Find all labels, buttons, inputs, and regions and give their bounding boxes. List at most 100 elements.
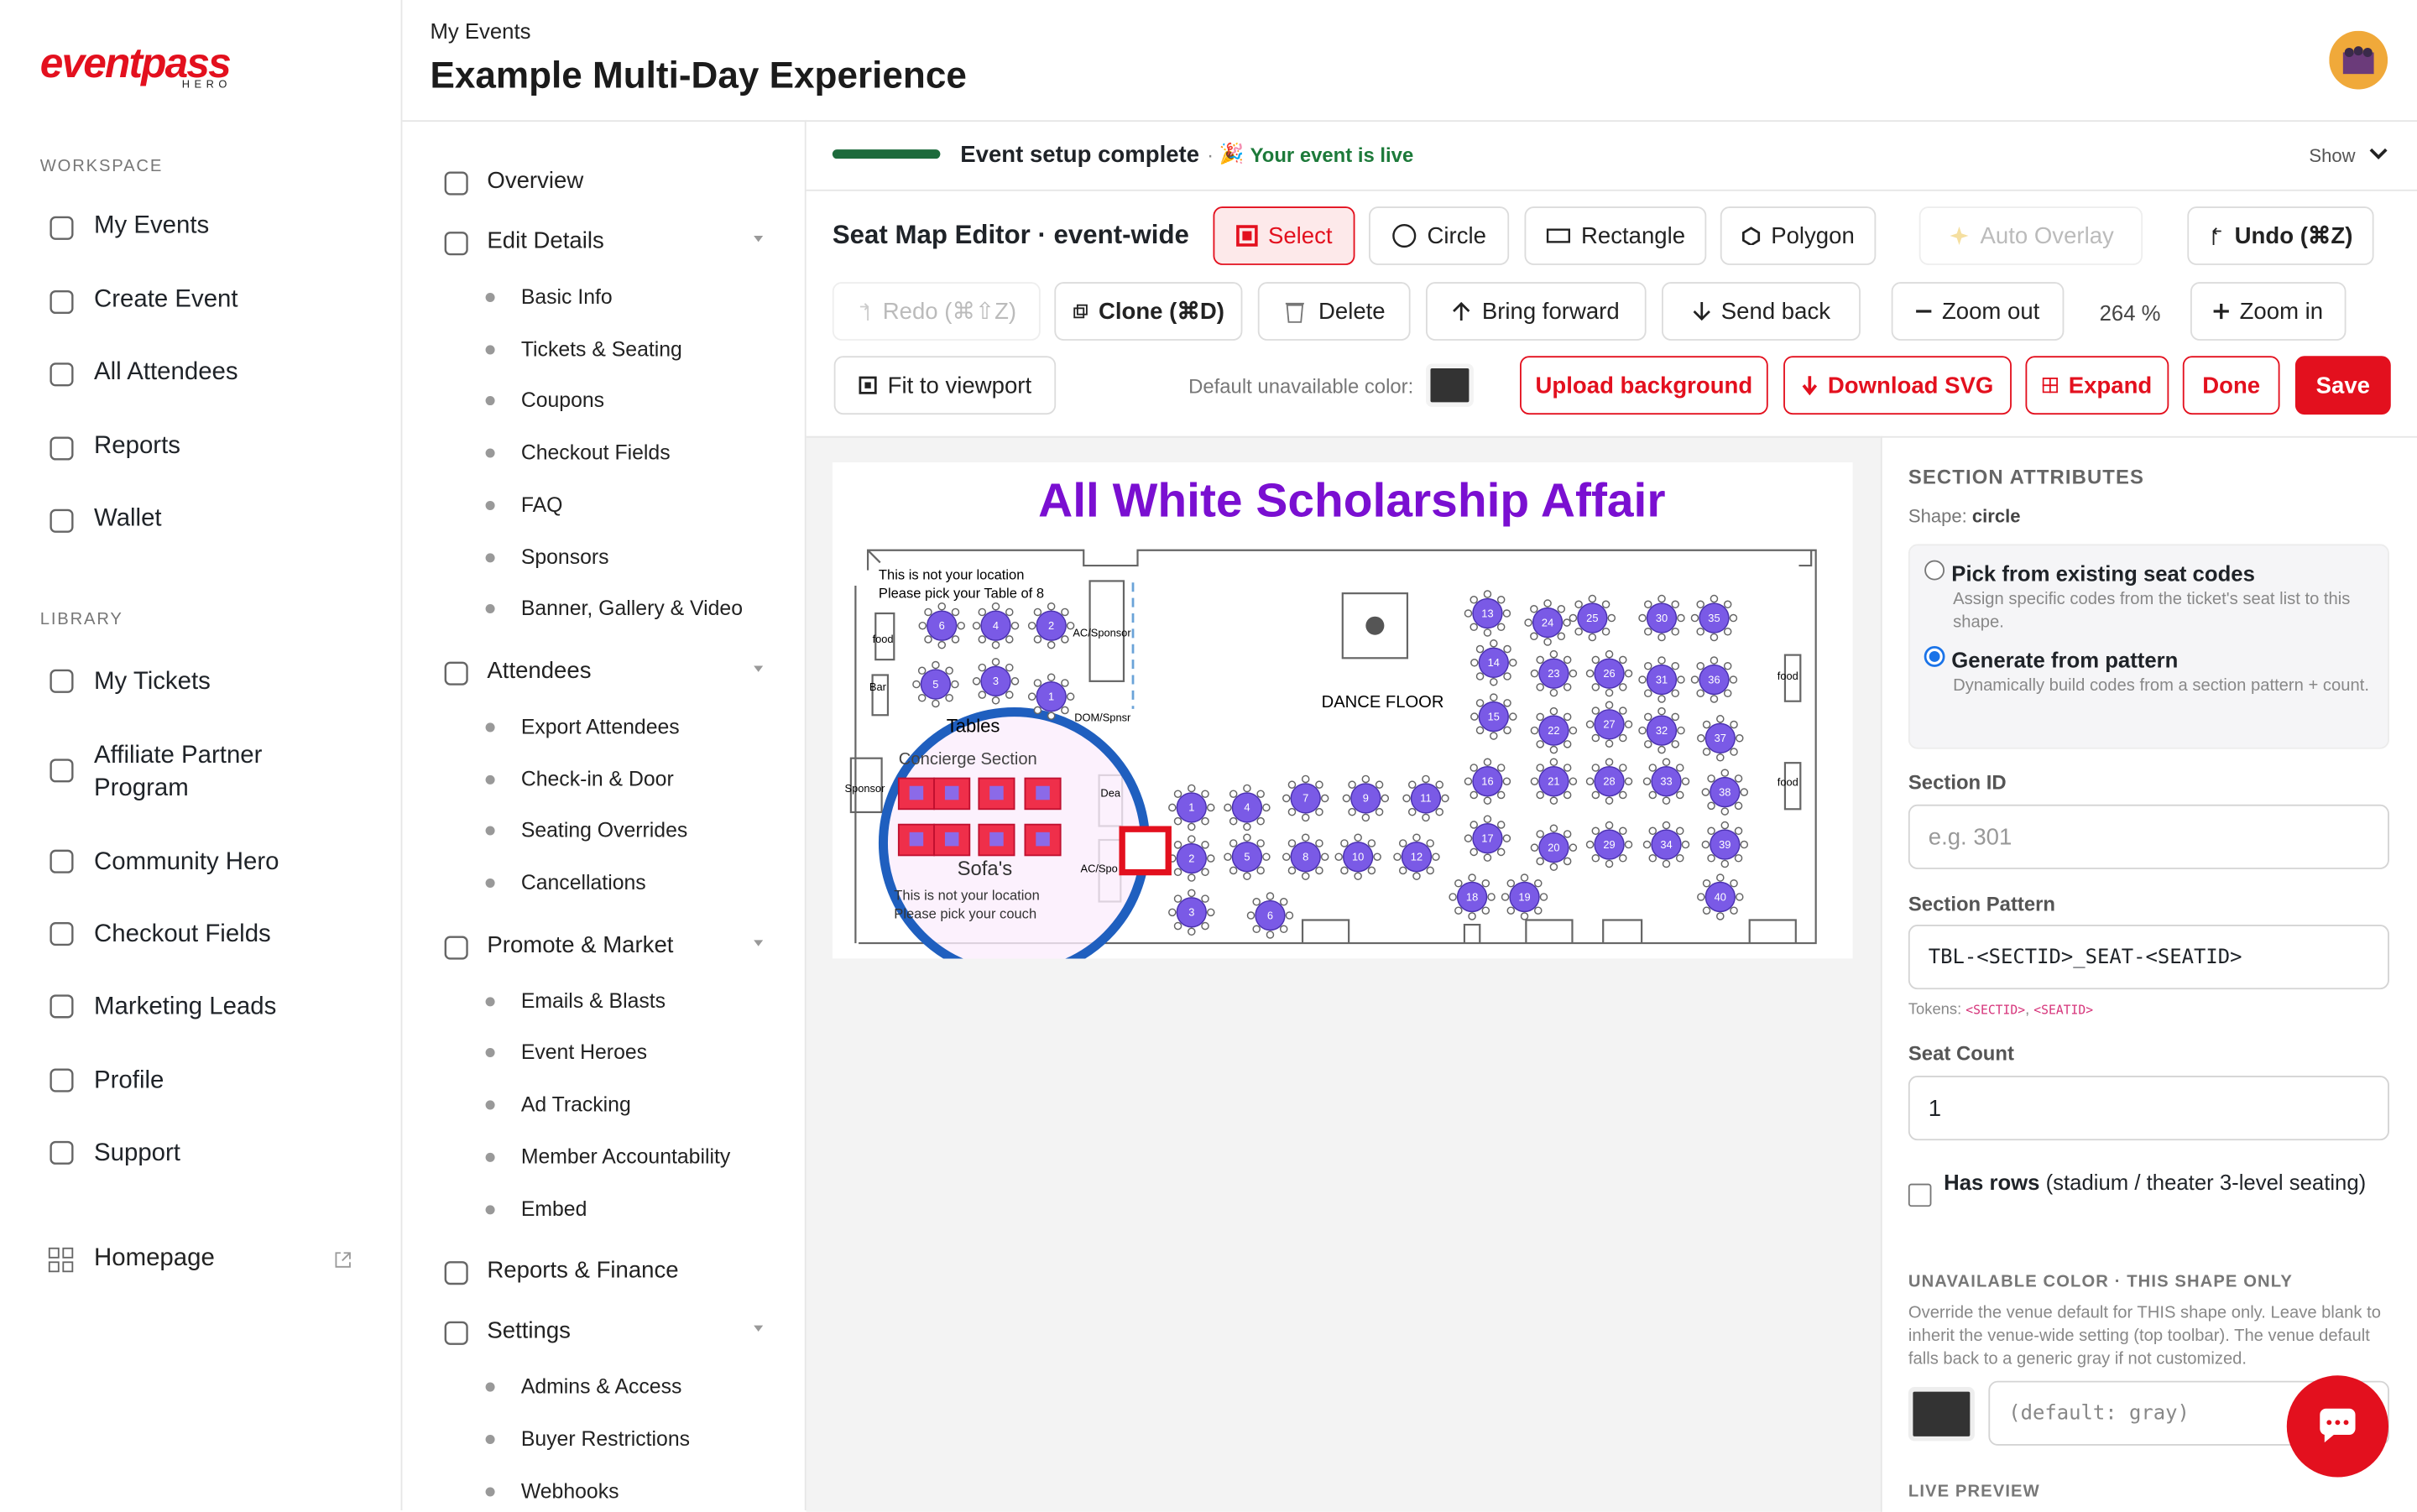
done-button[interactable]: Done xyxy=(2182,356,2280,415)
table[interactable]: 4 xyxy=(1224,784,1271,832)
zoom-out-button[interactable]: Zoom out xyxy=(1891,282,2065,341)
subnav-item[interactable]: Checkout Fields xyxy=(520,441,671,465)
subnav-item[interactable]: Tickets & Seating xyxy=(520,336,682,361)
subnav-heading[interactable]: Settings xyxy=(487,1317,571,1344)
table[interactable]: 6 xyxy=(918,602,965,649)
upload-button[interactable]: Upload background xyxy=(1520,356,1768,415)
subnav-item[interactable]: Cancellations xyxy=(520,870,646,894)
subnav-item[interactable]: Banner, Gallery & Video xyxy=(520,597,744,620)
table[interactable]: 39 xyxy=(1701,821,1749,868)
table[interactable]: 5 xyxy=(912,660,959,708)
redo-button[interactable]: Redo (⌘⇧Z) xyxy=(832,282,1041,341)
color-swatch[interactable] xyxy=(1908,1387,1975,1442)
seat-count-input[interactable]: 1 xyxy=(1908,1076,2389,1141)
subnav-item[interactable]: Ad Tracking xyxy=(520,1092,631,1116)
subnav-item[interactable]: Seating Overrides xyxy=(520,818,688,842)
table[interactable]: 16 xyxy=(1464,758,1511,805)
subnav-item[interactable]: Member Accountability xyxy=(520,1144,731,1168)
has-rows[interactable]: Has rows (stadium / theater 3-level seat… xyxy=(1944,1166,2375,1197)
subnav-item[interactable]: Webhooks xyxy=(520,1478,619,1503)
subnav-item[interactable]: Basic Info xyxy=(520,284,613,309)
nav-item[interactable]: Create Event xyxy=(94,286,238,313)
table[interactable]: 9 xyxy=(1342,774,1390,822)
option-label[interactable]: Pick from existing seat codes xyxy=(1951,560,2255,586)
table[interactable]: 26 xyxy=(1585,649,1633,697)
subnav-item[interactable]: Buyer Restrictions xyxy=(520,1426,691,1451)
subnav-item[interactable]: Coupons xyxy=(520,388,605,413)
send-back-button[interactable]: Send back xyxy=(1662,282,1861,341)
nav-item[interactable]: Profile xyxy=(94,1067,164,1095)
table[interactable]: 34 xyxy=(1642,821,1690,868)
table[interactable]: 1 xyxy=(1027,673,1075,720)
subnav-item[interactable]: Event Heroes xyxy=(520,1040,648,1065)
expand-button[interactable]: Expand xyxy=(2025,356,2169,415)
subnav-item[interactable]: Check-in & Door xyxy=(520,766,674,790)
subnav-heading[interactable]: Edit Details xyxy=(487,227,604,255)
circle-button[interactable]: Circle xyxy=(1369,206,1510,265)
subnav-item[interactable]: FAQ xyxy=(520,493,563,516)
table[interactable]: 37 xyxy=(1697,715,1744,762)
nav-item[interactable]: My Events xyxy=(94,212,210,239)
table[interactable]: 19 xyxy=(1501,873,1548,920)
nav-item[interactable]: Reports xyxy=(94,433,180,460)
radio[interactable] xyxy=(1924,646,1945,668)
subnav-heading[interactable]: Overview xyxy=(487,168,584,195)
logo[interactable]: eventpass xyxy=(39,39,232,86)
breadcrumb[interactable]: My Events xyxy=(430,18,531,44)
table[interactable]: 29 xyxy=(1585,821,1633,868)
nav-item[interactable]: All Attendees xyxy=(94,358,238,386)
bring-forward-button[interactable]: Bring forward xyxy=(1425,282,1647,341)
table[interactable]: 8 xyxy=(1282,833,1329,880)
nav-item[interactable]: Marketing Leads xyxy=(94,993,277,1020)
rectangle-button[interactable]: Rectangle xyxy=(1524,206,1707,265)
polygon-button[interactable]: Polygon xyxy=(1720,206,1877,265)
table[interactable]: 27 xyxy=(1585,701,1633,748)
subnav-item[interactable]: Embed xyxy=(520,1197,587,1220)
table[interactable]: 40 xyxy=(1697,873,1744,920)
auto-overlay-button[interactable]: Auto Overlay xyxy=(1918,206,2143,265)
table[interactable]: 21 xyxy=(1530,758,1578,805)
zoom-in-button[interactable]: Zoom in xyxy=(2190,282,2347,341)
subnav-heading[interactable]: Attendees xyxy=(487,658,592,685)
radio[interactable] xyxy=(1924,560,1945,581)
table[interactable]: 4 xyxy=(972,602,1020,649)
table[interactable]: 1 xyxy=(1168,784,1215,832)
delete-button[interactable]: Delete xyxy=(1257,282,1411,341)
table[interactable]: 23 xyxy=(1530,649,1578,697)
table[interactable]: 30 xyxy=(1638,594,1685,642)
table[interactable]: 7 xyxy=(1282,774,1329,822)
download-button[interactable]: Download SVG xyxy=(1783,356,2012,415)
table[interactable]: 17 xyxy=(1464,815,1511,862)
show-toggle[interactable]: Show xyxy=(2309,144,2356,167)
chat-button[interactable] xyxy=(2286,1374,2389,1478)
checkbox[interactable] xyxy=(1908,1183,1932,1207)
table[interactable]: 33 xyxy=(1642,758,1690,805)
table[interactable]: 2 xyxy=(1168,835,1215,882)
subnav-item[interactable]: Admins & Access xyxy=(520,1374,682,1399)
clone-button[interactable]: Clone (⌘D) xyxy=(1054,282,1243,341)
undo-button[interactable]: Undo (⌘Z) xyxy=(2187,206,2374,265)
table[interactable]: 14 xyxy=(1470,639,1517,686)
nav-item[interactable]: My Tickets xyxy=(94,669,211,696)
table[interactable]: 35 xyxy=(1690,594,1738,642)
table[interactable]: 10 xyxy=(1334,833,1381,880)
table[interactable]: 6 xyxy=(1246,892,1294,939)
table[interactable]: 15 xyxy=(1470,693,1517,740)
selected-shape[interactable] xyxy=(1119,826,1172,876)
subnav-heading[interactable]: Promote & Market xyxy=(487,931,674,958)
nav-item[interactable]: Wallet xyxy=(94,505,162,532)
table[interactable]: 13 xyxy=(1464,590,1511,637)
pattern-input[interactable]: TBL-<SECTID>_SEAT-<SEATID> xyxy=(1908,925,2389,990)
table[interactable]: 3 xyxy=(1168,889,1215,936)
table[interactable]: 24 xyxy=(1524,599,1571,646)
save-button[interactable]: Save xyxy=(2294,356,2391,415)
option-label[interactable]: Generate from pattern xyxy=(1951,647,2179,672)
nav-item[interactable]: Affiliate Partner Program xyxy=(94,743,263,802)
table[interactable]: 22 xyxy=(1530,706,1578,754)
table[interactable]: 36 xyxy=(1690,656,1738,703)
nav-item[interactable]: Support xyxy=(94,1140,180,1167)
table[interactable]: 32 xyxy=(1638,706,1685,754)
table[interactable]: 5 xyxy=(1224,833,1271,880)
table[interactable]: 11 xyxy=(1402,774,1449,822)
